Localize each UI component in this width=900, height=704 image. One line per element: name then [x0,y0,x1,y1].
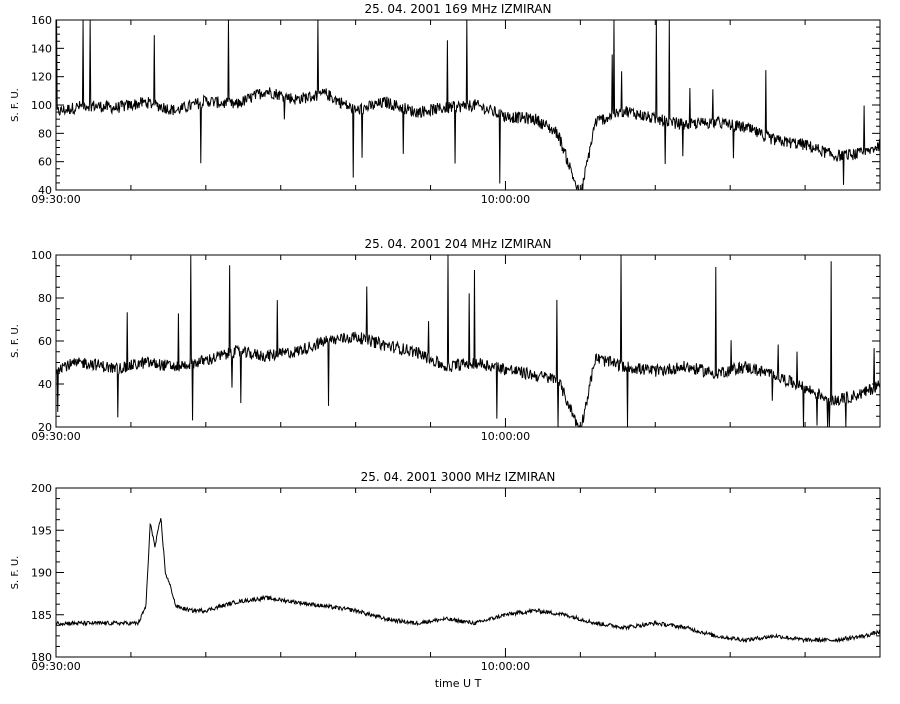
y-tick-label: 40 [38,378,52,391]
chart-title: 25. 04. 2001 204 MHz IZMIRAN [364,237,551,251]
y-tick-label: 40 [38,184,52,197]
y-tick-label: 60 [38,156,52,169]
x-tick-label: 09:30:00 [31,193,80,206]
chart-panel-1: 25. 04. 2001 169 MHz IZMIRAN S. F. U. 40 60… [10,2,881,206]
y-tick-label: 140 [31,42,52,55]
chart-title: 25. 04. 2001 169 MHz IZMIRAN [364,2,551,16]
series-line [55,19,881,191]
y-tick-label: 180 [31,651,52,664]
plot-frame [55,254,881,428]
y-tick-label: 195 [31,524,52,537]
y-tick-label: 100 [31,99,52,112]
y-tick-label: 80 [38,127,52,140]
y-tick-label: 120 [31,71,52,84]
y-tick-label: 200 [31,482,52,495]
x-axis-label: time U T [435,677,482,690]
y-tick-label: 185 [31,609,52,622]
y-tick-label: 100 [31,249,52,262]
chart-panel-2: 25. 04. 2001 204 MHz IZMIRAN S. F. U. 20 40… [10,237,881,443]
x-tick-label: 09:30:00 [31,430,80,443]
series-line [55,254,881,428]
y-tick-label: 80 [38,292,52,305]
x-tick-label: 10:00:00 [481,430,530,443]
plot-frame [55,487,881,658]
y-axis-label: S. F. U. [10,88,21,122]
chart-panel-3: 25. 04. 2001 3000 MHz IZMIRAN S. F. U. 180… [10,470,881,690]
chart-title: 25. 04. 2001 3000 MHz IZMIRAN [361,470,556,484]
series-line [55,518,881,644]
y-tick-label: 20 [38,421,52,434]
y-tick-label: 160 [31,14,52,27]
x-tick-label: 09:30:00 [31,660,80,673]
y-axis-label: S. F. U. [10,556,21,590]
y-tick-label: 190 [31,567,52,580]
x-tick-label: 10:00:00 [481,193,530,206]
x-tick-label: 10:00:00 [481,660,530,673]
y-axis-label: S. F. U. [10,324,21,358]
y-tick-label: 60 [38,335,52,348]
